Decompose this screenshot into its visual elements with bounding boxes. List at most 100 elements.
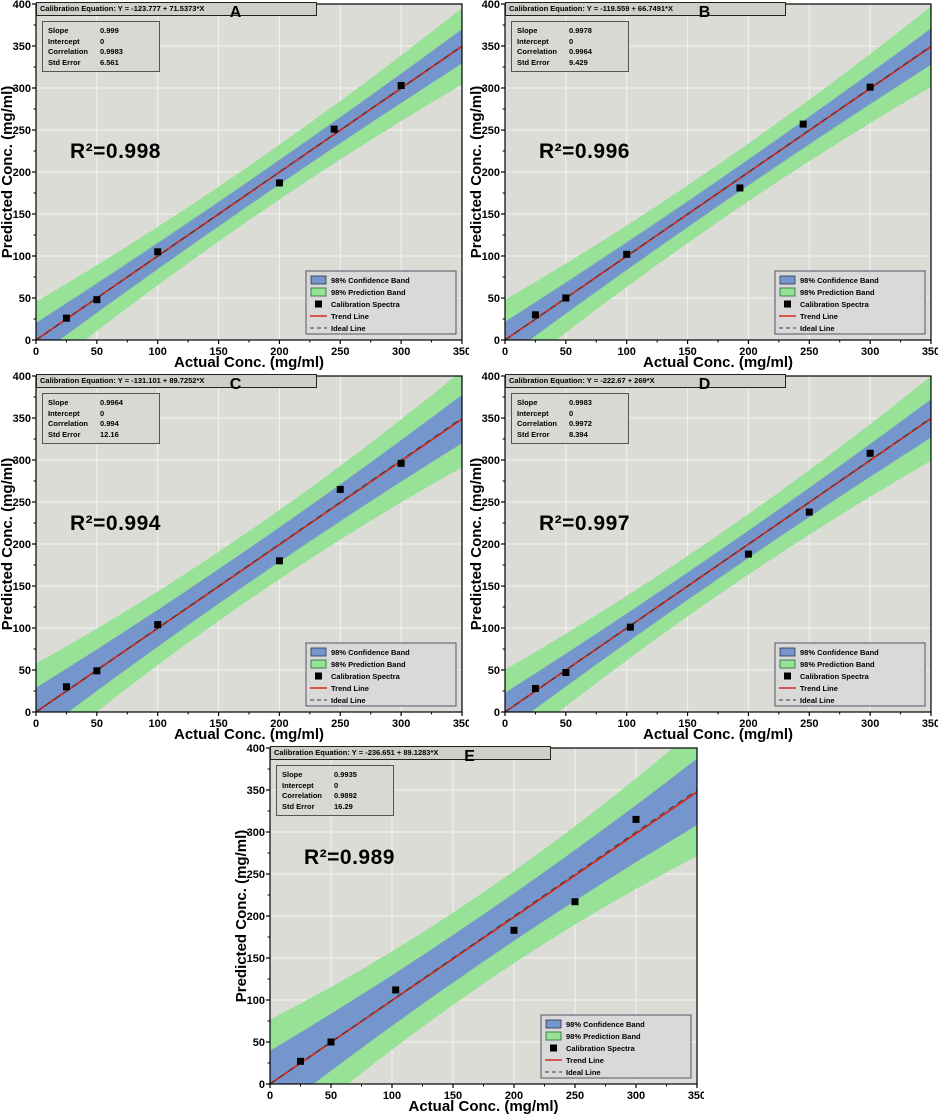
panel-letter: D bbox=[698, 376, 711, 393]
stat-value: 0.9972 bbox=[569, 419, 592, 428]
svg-text:200: 200 bbox=[270, 346, 288, 358]
stats-box: Slope 0.9935 Intercept 0 Correlation 0.9892… bbox=[276, 765, 394, 816]
stat-row-intercept: Intercept 0 bbox=[517, 37, 624, 48]
svg-text:0: 0 bbox=[259, 1079, 265, 1091]
svg-text:400: 400 bbox=[13, 0, 31, 11]
svg-text:50: 50 bbox=[560, 718, 572, 730]
svg-text:Ideal Line: Ideal Line bbox=[800, 696, 835, 705]
stat-value: 8.394 bbox=[569, 429, 588, 439]
svg-text:50: 50 bbox=[488, 293, 500, 305]
svg-text:200: 200 bbox=[505, 1090, 523, 1102]
svg-text:250: 250 bbox=[800, 346, 818, 358]
stat-row-correlation: Correlation 0.994 bbox=[48, 419, 155, 430]
svg-text:350: 350 bbox=[247, 785, 265, 797]
stat-row-std-error: Std Error 12.16 bbox=[48, 430, 155, 441]
svg-text:Trend Line: Trend Line bbox=[331, 684, 369, 693]
stat-value: 0 bbox=[569, 36, 574, 46]
stat-value: 0.999 bbox=[100, 26, 119, 35]
svg-text:100: 100 bbox=[13, 623, 31, 635]
svg-text:0: 0 bbox=[502, 346, 508, 358]
svg-text:98% Confidence Band: 98% Confidence Band bbox=[331, 276, 410, 285]
stat-row-std-error: Std Error 9.429 bbox=[517, 58, 624, 69]
stat-row-slope: Slope 0.9983 bbox=[517, 398, 624, 409]
svg-text:250: 250 bbox=[482, 497, 500, 509]
svg-text:150: 150 bbox=[482, 581, 500, 593]
svg-text:150: 150 bbox=[678, 718, 696, 730]
svg-text:Trend Line: Trend Line bbox=[800, 312, 838, 321]
svg-text:300: 300 bbox=[247, 827, 265, 839]
svg-text:50: 50 bbox=[91, 718, 103, 730]
svg-text:50: 50 bbox=[19, 665, 31, 677]
stat-label: Correlation bbox=[517, 419, 558, 428]
svg-text:100: 100 bbox=[149, 718, 167, 730]
svg-text:Calibration Spectra: Calibration Spectra bbox=[331, 672, 401, 681]
svg-text:300: 300 bbox=[13, 83, 31, 95]
svg-text:150: 150 bbox=[13, 209, 31, 221]
svg-text:100: 100 bbox=[618, 718, 636, 730]
stat-row-std-error: Std Error 8.394 bbox=[517, 430, 624, 441]
svg-text:250: 250 bbox=[482, 125, 500, 137]
svg-text:350: 350 bbox=[13, 413, 31, 425]
stat-row-correlation: Correlation 0.9892 bbox=[282, 791, 389, 802]
svg-text:98% Prediction Band: 98% Prediction Band bbox=[566, 1032, 641, 1041]
chart-panel-d: 0 50 100 150 200 250 300 350 0 50 100 150 200 250 300 3… bbox=[469, 372, 938, 744]
stat-value: 0.9964 bbox=[100, 398, 123, 407]
r-squared-annotation: R²=0.998 bbox=[70, 140, 161, 163]
stats-box: Slope 0.9983 Intercept 0 Correlation 0.9972… bbox=[511, 393, 629, 444]
svg-text:250: 250 bbox=[800, 718, 818, 730]
stat-label: Std Error bbox=[48, 57, 81, 67]
chart-panel-e: 0 50 100 150 200 250 300 350 0 50 100 150 200 250 300 3… bbox=[234, 744, 704, 1116]
svg-text:100: 100 bbox=[482, 623, 500, 635]
svg-text:350: 350 bbox=[482, 41, 500, 53]
svg-text:98% Prediction Band: 98% Prediction Band bbox=[800, 288, 875, 297]
svg-text:50: 50 bbox=[560, 346, 572, 358]
stat-value: 16.29 bbox=[334, 801, 353, 811]
stats-box: Slope 0.9964 Intercept 0 Correlation 0.994 … bbox=[42, 393, 160, 444]
scatter-plot-e: 0 50 100 150 200 250 300 350 0 50 100 150 200 250 300 3… bbox=[234, 744, 704, 1115]
svg-text:200: 200 bbox=[739, 718, 757, 730]
stat-row-intercept: Intercept 0 bbox=[48, 37, 155, 48]
stat-value: 0.9892 bbox=[334, 791, 357, 800]
r-squared-annotation: R²=0.994 bbox=[70, 512, 161, 535]
stat-value: 0.9935 bbox=[334, 770, 357, 779]
chart-panel-b: 0 50 100 150 200 250 300 350 0 50 100 150 200 250 300 3… bbox=[469, 0, 938, 372]
svg-text:50: 50 bbox=[91, 346, 103, 358]
stat-label: Intercept bbox=[48, 36, 80, 46]
svg-text:150: 150 bbox=[678, 346, 696, 358]
svg-text:200: 200 bbox=[270, 718, 288, 730]
svg-text:200: 200 bbox=[247, 911, 265, 923]
svg-text:200: 200 bbox=[13, 167, 31, 179]
svg-text:400: 400 bbox=[482, 372, 500, 383]
svg-text:98% Confidence Band: 98% Confidence Band bbox=[800, 648, 879, 657]
svg-text:300: 300 bbox=[861, 346, 879, 358]
stats-box: Slope 0.999 Intercept 0 Correlation 0.9983 … bbox=[42, 21, 160, 72]
svg-text:0: 0 bbox=[25, 335, 31, 347]
stat-label: Std Error bbox=[282, 801, 315, 811]
svg-text:350: 350 bbox=[453, 718, 469, 730]
svg-text:150: 150 bbox=[209, 346, 227, 358]
svg-text:0: 0 bbox=[494, 707, 500, 719]
stat-row-intercept: Intercept 0 bbox=[517, 409, 624, 420]
svg-text:Actual Conc. (mg/ml): Actual Conc. (mg/ml) bbox=[643, 726, 793, 743]
stat-label: Slope bbox=[48, 398, 69, 407]
calibration-equation-bar: Calibration Equation: Y = -119.559 + 66.… bbox=[505, 2, 786, 16]
svg-text:0: 0 bbox=[33, 346, 39, 358]
svg-text:Predicted Conc. (mg/ml): Predicted Conc. (mg/ml) bbox=[234, 830, 250, 1003]
svg-text:Trend Line: Trend Line bbox=[800, 684, 838, 693]
svg-text:Ideal Line: Ideal Line bbox=[331, 696, 366, 705]
svg-text:300: 300 bbox=[861, 718, 879, 730]
panel-letter: B bbox=[698, 4, 711, 21]
stat-label: Intercept bbox=[517, 36, 549, 46]
svg-text:150: 150 bbox=[13, 581, 31, 593]
calibration-equation-bar: Calibration Equation: Y = -131.101 + 89.… bbox=[36, 374, 317, 388]
stat-row-intercept: Intercept 0 bbox=[48, 409, 155, 420]
stat-row-slope: Slope 0.9964 bbox=[48, 398, 155, 409]
svg-text:Ideal Line: Ideal Line bbox=[331, 324, 366, 333]
svg-text:98% Prediction Band: 98% Prediction Band bbox=[800, 660, 875, 669]
svg-text:Ideal Line: Ideal Line bbox=[566, 1068, 601, 1077]
svg-text:98% Prediction Band: 98% Prediction Band bbox=[331, 660, 406, 669]
stat-label: Correlation bbox=[517, 47, 558, 56]
svg-text:Calibration Spectra: Calibration Spectra bbox=[800, 672, 870, 681]
stat-label: Std Error bbox=[48, 429, 81, 439]
calibration-equation-bar: Calibration Equation: Y = -123.777 + 71.… bbox=[36, 2, 317, 16]
